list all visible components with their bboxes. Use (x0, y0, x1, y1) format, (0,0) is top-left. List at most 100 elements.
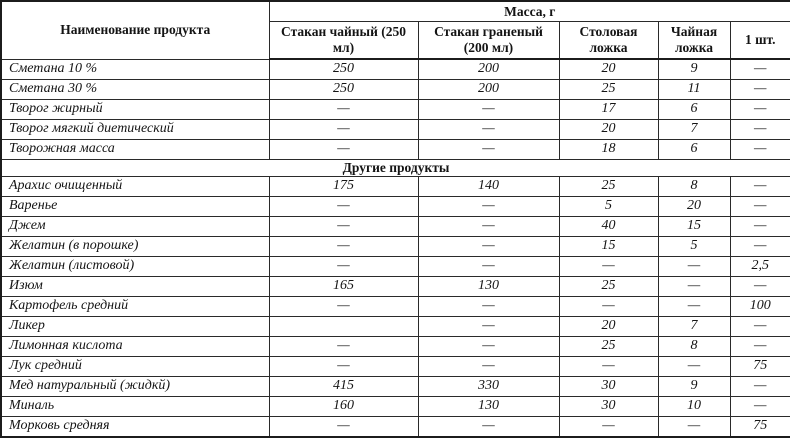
table-row: Желатин (в порошке) — —15 5— (0, 236, 790, 257)
col-header-tablespoon: Столовая ложка (558, 21, 659, 60)
value-cell: — (417, 139, 560, 160)
table-row: Картофель средний — — — —100 (0, 296, 790, 317)
value-cell: 15 (558, 236, 659, 257)
value-cell: — (558, 356, 659, 377)
value-cell: — (417, 99, 560, 120)
table-row: Варенье — —5 20— (0, 196, 790, 217)
value-cell: 200 (417, 79, 560, 100)
table-row: Желатин (листовой) — — — —2,5 (0, 256, 790, 277)
col-header-product-name: Наименование продукта (0, 0, 270, 60)
value-cell: — (417, 316, 560, 337)
value-cell: 130 (417, 276, 560, 297)
value-cell: 20 (657, 196, 731, 217)
value-cell: 8 (657, 176, 731, 197)
value-cell: 165 (268, 276, 419, 297)
value-cell: — (729, 99, 790, 120)
value-cell: 30 (558, 396, 659, 417)
value-cell: — (729, 316, 790, 337)
value-cell: 200 (417, 58, 560, 80)
value-cell: 30 (558, 376, 659, 397)
value-cell: — (729, 119, 790, 140)
value-cell: — (268, 196, 419, 217)
section-header: Другие продукты (0, 159, 790, 177)
table-row: Изюм 165 130 25— — (0, 276, 790, 297)
value-cell: 5 (657, 236, 731, 257)
value-cell: — (268, 236, 419, 257)
table-row: Творожная масса — —18 6— (0, 139, 790, 160)
value-cell: 9 (657, 376, 731, 397)
product-name-cell: Лук средний (0, 356, 270, 377)
value-cell: — (268, 336, 419, 357)
value-cell: — (417, 216, 560, 237)
value-cell: — (729, 236, 790, 257)
product-name-cell: Миналь (0, 396, 270, 417)
value-cell: 25 (558, 79, 659, 100)
product-name-cell: Желатин (листовой) (0, 256, 270, 277)
table-row: Арахис очищенный 175 140 25 8— (0, 176, 790, 197)
value-cell: 2,5 (729, 256, 790, 277)
product-name-cell: Арахис очищенный (0, 176, 270, 197)
table-row: Творог мягкий диетический — —20 7— (0, 119, 790, 140)
value-cell: — (417, 416, 560, 438)
value-cell: 75 (729, 356, 790, 377)
table-row: Ликер —20 7— (0, 316, 790, 337)
value-cell: — (417, 256, 560, 277)
col-header-tea-glass: Стакан чайный (250 мл) (268, 21, 419, 60)
value-cell: — (657, 296, 731, 317)
product-name-cell: Изюм (0, 276, 270, 297)
product-name-cell: Творожная масса (0, 139, 270, 160)
value-cell: — (268, 119, 419, 140)
value-cell: 17 (558, 99, 659, 120)
value-cell: 330 (417, 376, 560, 397)
value-cell: — (729, 58, 790, 80)
value-cell: — (729, 396, 790, 417)
value-cell: — (268, 216, 419, 237)
product-name-cell: Картофель средний (0, 296, 270, 317)
value-cell: 8 (657, 336, 731, 357)
value-cell: — (657, 416, 731, 438)
product-name-cell: Джем (0, 216, 270, 237)
value-cell: 415 (268, 376, 419, 397)
value-cell: — (558, 416, 659, 438)
value-cell: 20 (558, 316, 659, 337)
table-row: Морковь средняя — — — —75 (0, 416, 790, 438)
value-cell: 175 (268, 176, 419, 197)
value-cell: — (729, 376, 790, 397)
product-name-cell: Сметана 10 % (0, 58, 270, 80)
value-cell: — (729, 336, 790, 357)
table-row: Сметана 30 % 250 200 25 11— (0, 79, 790, 100)
value-cell: 6 (657, 139, 731, 160)
value-cell: 40 (558, 216, 659, 237)
value-cell: — (417, 336, 560, 357)
product-name-cell: Ликер (0, 316, 270, 337)
col-header-mass-group: Масса, г (268, 0, 790, 22)
value-cell: 9 (657, 58, 731, 80)
value-cell: 15 (657, 216, 731, 237)
value-cell: — (729, 176, 790, 197)
value-cell: 7 (657, 316, 731, 337)
product-name-cell: Морковь средняя (0, 416, 270, 438)
value-cell: 11 (657, 79, 731, 100)
value-cell: 25 (558, 336, 659, 357)
table-row: Мед натуральный (жидкй) 415 330 30 9— (0, 376, 790, 397)
table-row: Джем — —40 15— (0, 216, 790, 237)
value-cell: — (268, 356, 419, 377)
value-cell: — (729, 196, 790, 217)
header-row-group: Наименование продукта Масса, г (0, 0, 790, 60)
table-row: Миналь 160 130 30 10— (0, 396, 790, 417)
value-cell: — (729, 216, 790, 237)
table-row: Лимонная кислота — —25 8— (0, 336, 790, 357)
value-cell: — (558, 296, 659, 317)
value-cell: 25 (558, 276, 659, 297)
product-name-cell: Мед натуральный (жидкй) (0, 376, 270, 397)
value-cell: — (417, 356, 560, 377)
value-cell: — (657, 356, 731, 377)
value-cell: — (268, 296, 419, 317)
value-cell: — (558, 256, 659, 277)
value-cell: — (417, 119, 560, 140)
col-header-teaspoon: Чайная ложка (657, 21, 731, 60)
value-cell: — (657, 256, 731, 277)
product-name-cell: Творог жирный (0, 99, 270, 120)
col-header-one-piece: 1 шт. (729, 21, 790, 60)
